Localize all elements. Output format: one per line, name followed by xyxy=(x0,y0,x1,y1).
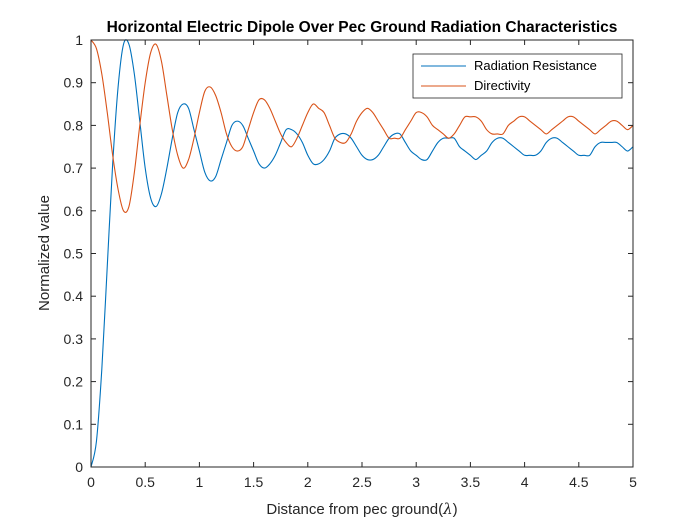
y-tick-label: 1 xyxy=(75,32,83,48)
y-tick-label: 0.5 xyxy=(64,246,84,262)
chart-title: Horizontal Electric Dipole Over Pec Grou… xyxy=(107,19,618,36)
legend-label-radiation-resistance: Radiation Resistance xyxy=(474,58,597,73)
legend-label-directivity: Directivity xyxy=(474,78,531,93)
x-axis: 0 0.5 1 1.5 2 2.5 3 3.5 4 4.5 5 xyxy=(87,40,637,490)
y-tick-label: 0.8 xyxy=(64,117,84,133)
x-tick-label: 5 xyxy=(629,474,637,490)
series-line-radiation-resistance xyxy=(90,39,634,468)
x-tick-label: 4.5 xyxy=(569,474,589,490)
x-tick-label: 0.5 xyxy=(135,474,155,490)
y-tick-label: 0.1 xyxy=(64,416,84,432)
x-axis-label-suffix: ) xyxy=(453,501,458,518)
x-axis-label-text: Distance from pec ground( xyxy=(266,501,443,518)
plot-area xyxy=(91,40,633,467)
x-axis-label-symbol: λ xyxy=(442,500,453,518)
y-tick-label: 0.9 xyxy=(64,75,84,91)
x-axis-label: Distance from pec ground(λ) xyxy=(266,500,457,518)
x-tick-label: 4 xyxy=(521,474,529,490)
series-layer xyxy=(90,39,634,468)
y-tick-label: 0.2 xyxy=(64,374,84,390)
y-tick-label: 0 xyxy=(75,459,83,475)
x-tick-label: 2.5 xyxy=(352,474,372,490)
x-tick-label: 1.5 xyxy=(244,474,264,490)
y-tick-label: 0.3 xyxy=(64,331,84,347)
x-tick-label: 3.5 xyxy=(461,474,481,490)
y-tick-label: 0.6 xyxy=(64,203,84,219)
x-tick-label: 3 xyxy=(412,474,420,490)
series-line-directivity xyxy=(90,39,634,213)
legend-box xyxy=(412,53,623,99)
y-axis-label: Normalized value xyxy=(36,195,53,311)
y-axis: 0 0.1 0.2 0.3 0.4 0.5 0.6 0.7 0.8 0.9 1 xyxy=(64,32,633,475)
x-tick-label: 2 xyxy=(304,474,312,490)
x-tick-label: 1 xyxy=(196,474,204,490)
y-tick-label: 0.7 xyxy=(64,160,84,176)
y-tick-label: 0.4 xyxy=(64,288,84,304)
x-tick-label: 0 xyxy=(87,474,95,490)
legend: Radiation Resistance Directivity xyxy=(412,53,623,99)
